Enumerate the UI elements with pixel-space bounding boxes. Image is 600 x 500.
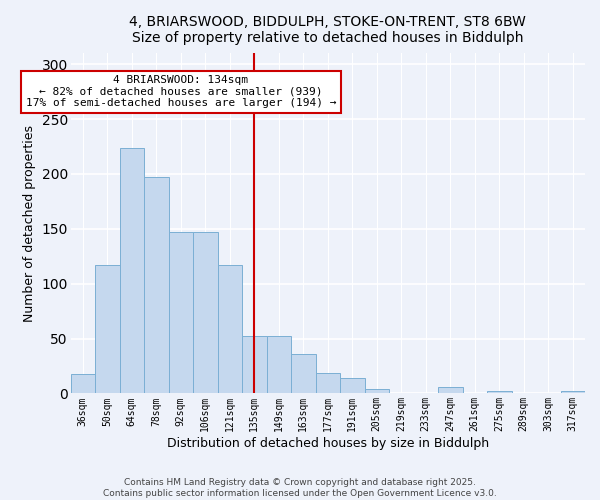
Bar — [560, 391, 585, 394]
Bar — [144, 178, 169, 394]
Bar — [365, 389, 389, 394]
Bar — [218, 265, 242, 394]
Y-axis label: Number of detached properties: Number of detached properties — [23, 125, 36, 322]
Bar — [266, 336, 291, 394]
Bar — [95, 265, 119, 394]
Text: 4 BRIARSWOOD: 134sqm
← 82% of detached houses are smaller (939)
17% of semi-deta: 4 BRIARSWOOD: 134sqm ← 82% of detached h… — [26, 76, 336, 108]
Bar — [316, 372, 340, 394]
Bar — [487, 391, 512, 394]
Bar — [340, 378, 365, 394]
Text: Contains HM Land Registry data © Crown copyright and database right 2025.
Contai: Contains HM Land Registry data © Crown c… — [103, 478, 497, 498]
Bar — [242, 336, 266, 394]
Bar — [119, 148, 144, 394]
Bar — [71, 374, 95, 394]
Bar — [438, 387, 463, 394]
Bar — [169, 232, 193, 394]
X-axis label: Distribution of detached houses by size in Biddulph: Distribution of detached houses by size … — [167, 437, 489, 450]
Bar — [291, 354, 316, 394]
Bar — [193, 232, 218, 394]
Title: 4, BRIARSWOOD, BIDDULPH, STOKE-ON-TRENT, ST8 6BW
Size of property relative to de: 4, BRIARSWOOD, BIDDULPH, STOKE-ON-TRENT,… — [130, 15, 526, 45]
